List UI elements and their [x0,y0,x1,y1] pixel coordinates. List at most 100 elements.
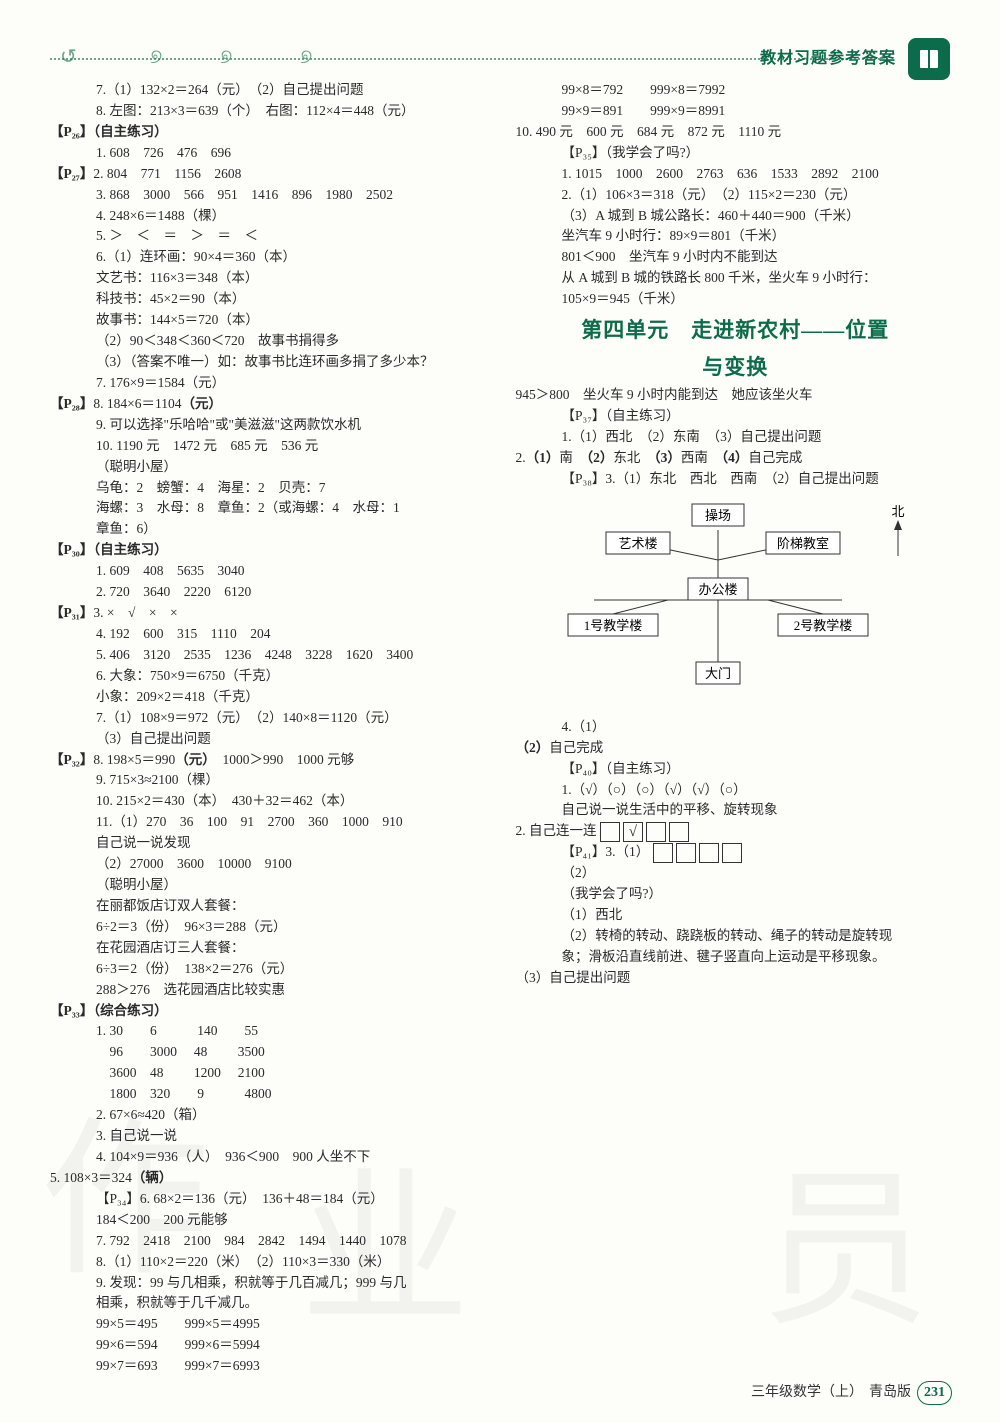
svg-text:艺术楼: 艺术楼 [618,536,657,551]
answer-line: 184＜200 200 元能够 [50,1210,490,1231]
answer-line: 6.（1）连环画：90×4＝360（本） [50,247,490,268]
answer-line: 科技书：45×2＝90（本） [50,289,490,310]
answer-line: 99×5＝495 999×5＝4995 [50,1314,490,1335]
answer-line: 105×9＝945（千米） [516,289,956,310]
svg-text:1号教学楼: 1号教学楼 [583,618,642,633]
decorative-dotline [50,58,880,60]
answer-line: （3）（答案不唯一）如：故事书比连环画多捐了多少本？ [50,352,490,373]
answer-line: 【P₃₁】3. × √ × × [50,603,490,624]
answer-line: 【P₃₄】6. 68×2＝136（元） 136＋48＝184（元） [50,1189,490,1210]
answer-line: 在花园酒店订三人套餐： [50,938,490,959]
answer-line: 自己说一说生活中的平移、旋转现象 [516,800,956,821]
answer-line: 故事书：144×5＝720（本） [50,310,490,331]
answer-line: 9. 发现：99 与几相乘，积就等于几百减几；999 与几 [50,1273,490,1294]
answer-line: 10. 490 元 600 元 684 元 872 元 1110 元 [516,122,956,143]
answer-line: 801＜900 坐汽车 9 小时内不能到达 [516,247,956,268]
answer-line: 99×6＝594 999×6＝5994 [50,1335,490,1356]
answer-line: 2.（1）南 （2）东北 （3）西南 （4）自己完成 [516,448,956,469]
answer-line: 7.（1）108×9＝972（元） （2）140×8＝1120（元） [50,708,490,729]
answer-line: 6. 大象：750×9＝6750（千克） [50,666,490,687]
answer-line: 288＞276 选花园酒店比较实惠 [50,980,490,1001]
answer-line: （3）自己提出问题 [516,968,956,989]
swirl-icon: ୭ [150,42,162,73]
answer-line: 2.（1）106×3＝318（元） （2）115×2＝230（元） [516,185,956,206]
answer-line: 9. 可以选择"乐哈哈"或"美滋滋"这两款饮水机 [50,415,490,436]
swirl-icon: ↺ [60,42,77,73]
answer-line: 1.（1）西北 （2）东南 （3）自己提出问题 [516,427,956,448]
answer-line: 【P₄₀】（自主练习） [516,759,956,780]
answer-line: 2. 自己连一连 √ [516,821,956,842]
svg-text:北: 北 [891,504,904,519]
answer-line: 5. 406 3120 2535 1236 4248 3228 1620 340… [50,645,490,666]
answer-line: 3600 48 1200 2100 [50,1063,490,1084]
svg-text:大门: 大门 [704,666,730,681]
answer-line: 99×7＝693 999×7＝6993 [50,1356,490,1377]
answer-line: 【P₃₅】（我学会了吗?） [516,143,956,164]
answer-line: 4. 192 600 315 1110 204 [50,624,490,645]
answer-line: （2）转椅的转动、跷跷板的转动、绳子的转动是旋转现 [516,926,956,947]
answer-line: （1）西北 [516,905,956,926]
answer-line: （我学会了吗?） [516,884,956,905]
footer-edition: 青岛版 [869,1382,911,1404]
content-columns: 7.（1）132×2＝264（元） （2）自己提出问题8. 左图：213×3＝6… [50,80,955,1393]
answer-line: 6÷2＝3（份） 96×3＝288（元） [50,917,490,938]
answer-line: 坐汽车 9 小时行：89×9＝801（千米） [516,226,956,247]
answer-line: 5. ＞ ＜ ＝ ＞ ＝ ＜ [50,226,490,247]
page-number: 231 [917,1381,952,1405]
answer-line: 1. 609 408 5635 3040 [50,561,490,582]
answer-line: 1.（√）（○）（○）（√）（√）（○） [516,780,956,801]
answer-line: 【P₂₈】8. 184×6＝1104（元） [50,394,490,415]
answer-line: 1. 608 726 476 696 [50,143,490,164]
answer-line: 【P₃₇】（自主练习） [516,406,956,427]
unit-title-sub: 与变换 [516,351,956,384]
answer-line: （聪明小屋） [50,457,490,478]
swirl-icon: ୭ [220,42,232,73]
checkbox-row [653,844,745,859]
answer-line: 10. 1190 元 1472 元 685 元 536 元 [50,436,490,457]
answer-line: 文艺书：116×3＝348（本） [50,268,490,289]
answer-line: 10. 215×2＝430（本） 430＋32＝462（本） [50,791,490,812]
svg-text:2号教学楼: 2号教学楼 [793,618,852,633]
answer-line: 7. 792 2418 2100 984 2842 1494 1440 1078 [50,1231,490,1252]
answer-line: 1. 1015 1000 2600 2763 636 1533 2892 210… [516,164,956,185]
answer-line: 1. 30 6 140 55 [50,1021,490,1042]
answer-line: 7.（1）132×2＝264（元） （2）自己提出问题 [50,80,490,101]
answer-line: 海螺：3 水母：8 章鱼：2（或海螺：4 水母：1 [50,498,490,519]
answer-line: （2）自己完成 [516,738,956,759]
answer-line: 99×8＝792 999×8＝7992 [516,80,956,101]
answer-line: 【P₃₈】3.（1）东北 西北 西南 （2）自己提出问题 [516,469,956,490]
footer-subject: 三年级数学（上） [751,1382,863,1404]
answer-line: 11.（1）270 36 100 91 2700 360 1000 910 [50,812,490,833]
answer-line: （3）自己提出问题 [50,729,490,750]
answer-line: 【P₃₀】（自主练习） [50,540,490,561]
answer-line: 945＞800 坐火车 9 小时内能到达 她应该坐火车 [516,385,956,406]
answer-line: 1800 320 9 4800 [50,1084,490,1105]
campus-direction-diagram: 操场 艺术楼 阶梯教室 办公楼 1号教学楼 2号教学楼 大门 北 [558,496,956,713]
answer-line: 4.（1） [516,717,956,738]
svg-text:阶梯教室: 阶梯教室 [776,536,828,551]
answer-line: 在丽都饭店订双人套餐： [50,896,490,917]
page-footer: 三年级数学（上） 青岛版 231 [751,1381,952,1405]
answer-line: 9. 715×3≈2100（棵） [50,770,490,791]
svg-text:操场: 操场 [704,508,730,523]
answer-line: （聪明小屋） [50,875,490,896]
page-header: 教材习题参考答案 [760,38,950,80]
answer-line: 【P₄₁】3.（1） [516,842,956,863]
answer-line: 小象：209×2＝418（千克） [50,687,490,708]
answer-line: 7. 176×9＝1584（元） [50,373,490,394]
svg-text:办公楼: 办公楼 [698,582,737,597]
answer-line: 【P₃₂】8. 198×5＝990（元） 1000＞990 1000 元够 [50,750,490,771]
answer-line: 3. 自己说一说 [50,1126,490,1147]
unit-title: 第四单元 走进新农村——位置 [516,314,956,347]
answer-line: 4. 248×6＝1488（棵） [50,206,490,227]
checkbox-row: √ [600,823,692,838]
answer-line: （2）27000 3600 10000 9100 [50,854,490,875]
answer-line: 章鱼：6） [50,519,490,540]
answer-line: 2. 720 3640 2220 6120 [50,582,490,603]
header-title: 教材习题参考答案 [760,47,896,72]
answer-line: 【P₂₇】2. 804 771 1156 2608 [50,164,490,185]
answer-line: 6÷3＝2（份） 138×2＝276（元） [50,959,490,980]
answer-line: （3）A 城到 B 城公路长：460＋440＝900（千米） [516,206,956,227]
answer-line: 8.（1）110×2＝220（米） （2）110×3＝330（米） [50,1252,490,1273]
answer-line: （2）90＜348＜360＜720 故事书捐得多 [50,331,490,352]
